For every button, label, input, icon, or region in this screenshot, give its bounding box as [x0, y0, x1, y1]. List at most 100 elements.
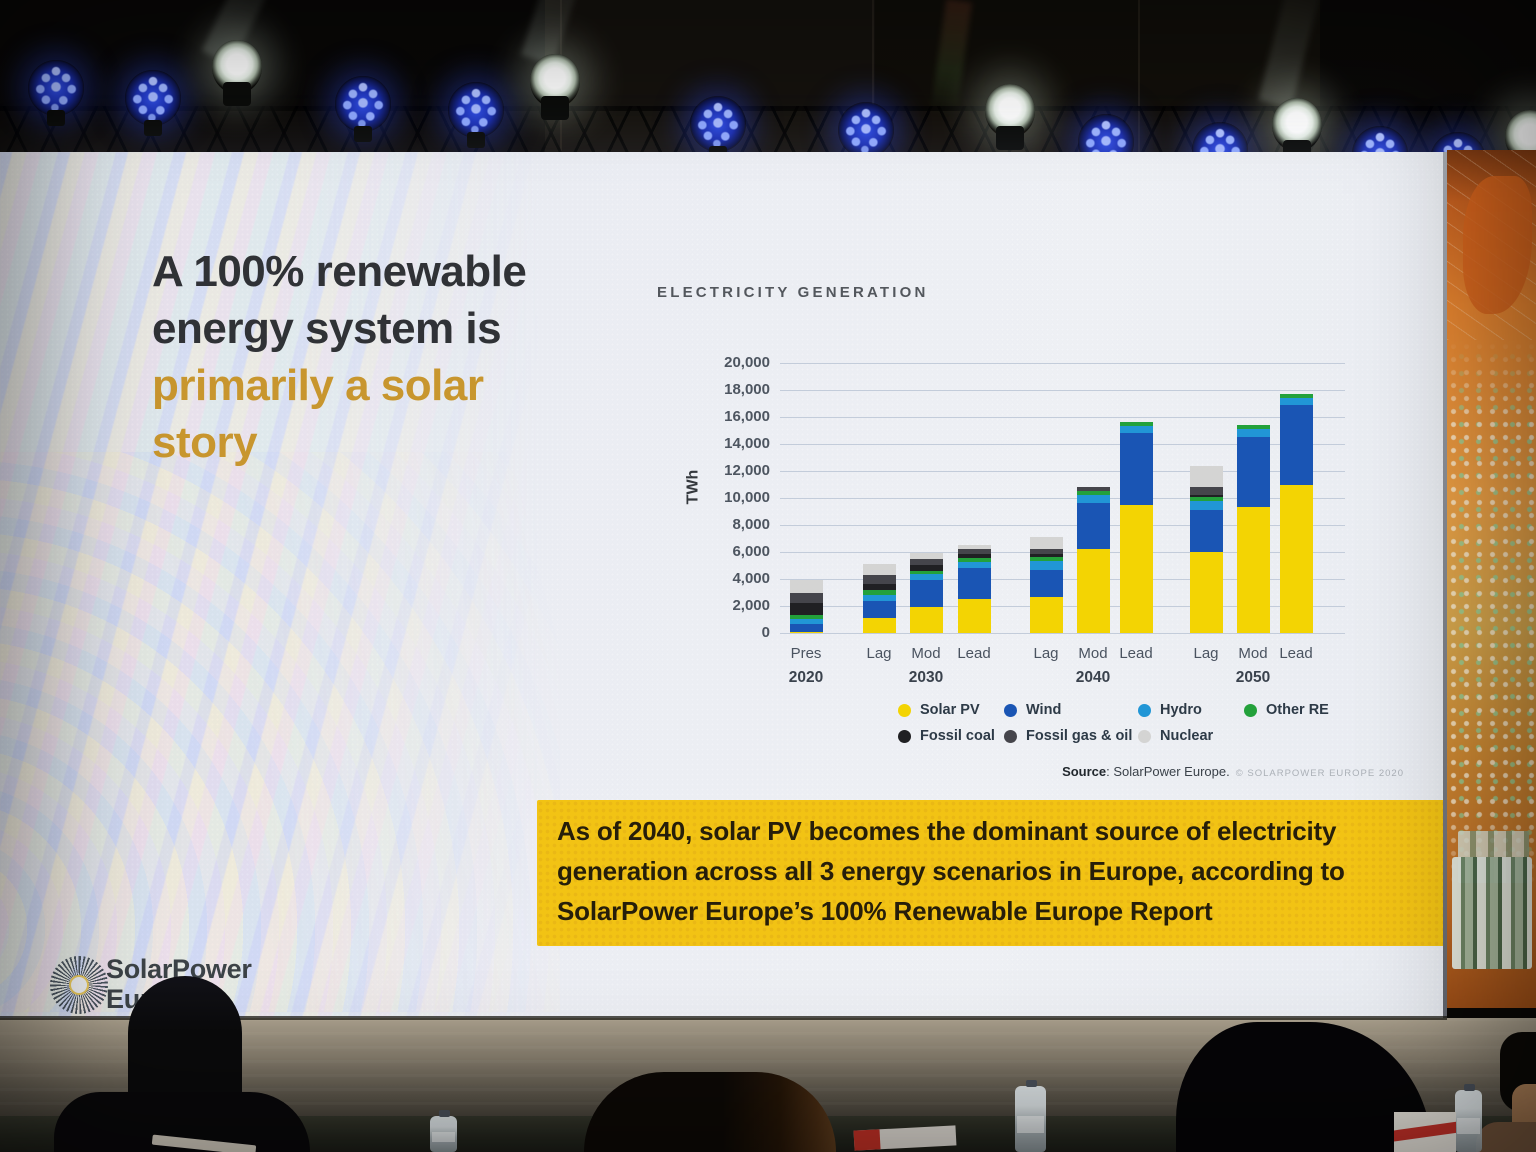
bar-segment-Solar PV	[1280, 484, 1313, 633]
bar-scenario-label: Lag	[866, 645, 892, 662]
bar-segment-Hydro	[1030, 561, 1063, 570]
ytick-label: 4,000	[732, 570, 770, 587]
ytick-label: 10,000	[724, 489, 770, 506]
bar-segment-Wind	[1030, 569, 1063, 597]
bar-segment-Wind	[910, 580, 943, 608]
slide-title-line: A 100% renewable	[152, 247, 527, 296]
bar-segment-Other RE	[1190, 497, 1223, 501]
legend-swatch-Solar PV	[898, 703, 911, 717]
stage-light-white	[212, 40, 262, 106]
bar-segment-Wind	[1280, 404, 1313, 485]
solarpower-sunburst-logo-icon	[50, 956, 108, 1014]
bar-segment-Wind	[1190, 510, 1223, 552]
bar-scenario-label: Pres	[790, 645, 822, 662]
source-label: Source	[1062, 764, 1107, 779]
bar-segment-Nuclear	[910, 553, 943, 559]
bar-scenario-label: Lead	[1279, 645, 1313, 662]
legend-item: Hydro	[1138, 700, 1202, 720]
stage-light-white	[985, 84, 1035, 150]
bar-segment-Fossil gas & oil	[910, 558, 943, 565]
stage-light-blue	[125, 70, 181, 136]
legend-item: Other RE	[1244, 700, 1329, 720]
bar-segment-Hydro	[1190, 500, 1223, 511]
bar-scenario-label: Lead	[957, 645, 991, 662]
bar-segment-Hydro	[958, 562, 991, 569]
legend-item: Fossil gas & oil	[1004, 726, 1132, 746]
bar-year-label: 2050	[1235, 669, 1271, 686]
bar-2030-Mod	[910, 363, 943, 633]
gridline	[780, 417, 1345, 418]
gridline	[780, 471, 1345, 472]
legend-item: Fossil coal	[898, 726, 995, 746]
presentation-screen: A 100% renewable energy system is primar…	[0, 152, 1447, 1030]
bar-segment-Wind	[958, 568, 991, 600]
copyright-text: © SOLARPOWER EUROPE 2020	[1235, 768, 1404, 779]
key-message-line: generation across all 3 energy scenarios…	[557, 856, 1345, 886]
chart-title: ELECTRICITY GENERATION	[657, 284, 929, 301]
screen-panel-seam	[1443, 152, 1447, 1030]
gridline	[780, 633, 1345, 634]
moire-pattern	[0, 452, 560, 1012]
bar-scenario-label: Mod	[1078, 645, 1108, 662]
legend-label: Fossil gas & oil	[1026, 728, 1133, 744]
source-note: Source: SolarPower Europe. © SOLARPOWER E…	[1062, 764, 1404, 779]
ytick-label: 2,000	[732, 597, 770, 614]
bar-segment-Fossil gas & oil	[863, 574, 896, 585]
water-bottle	[1455, 1084, 1482, 1152]
audience-silhouette-far-right-shoulder	[1476, 1122, 1536, 1152]
bar-segment-Solar PV	[958, 599, 991, 633]
bar-segment-Other RE	[1237, 425, 1270, 430]
bar-segment-Other RE	[958, 558, 991, 563]
bar-segment-Solar PV	[1190, 552, 1223, 633]
bar-segment-Fossil gas & oil	[1030, 549, 1063, 555]
bar-segment-Solar PV	[1077, 549, 1110, 633]
bar-segment-Solar PV	[1237, 507, 1270, 633]
legend-label: Nuclear	[1160, 728, 1214, 744]
chart-plot: 20,000 18,000 16,000 14,000 12,000 10,000 8,00…	[724, 354, 1345, 686]
bar-segment-Solar PV	[1120, 504, 1153, 633]
bar-segment-Other RE	[1280, 394, 1313, 399]
audience-silhouette-center-head	[584, 1072, 836, 1152]
gridline	[780, 390, 1345, 391]
bar-segment-Fossil coal	[1190, 495, 1223, 498]
ytick-label: 16,000	[724, 408, 770, 425]
legend-swatch-Fossil gas & oil	[1004, 729, 1017, 743]
source-text: : SolarPower Europe.	[1106, 764, 1230, 779]
bar-segment-Nuclear	[790, 580, 823, 593]
ytick-label: 0	[761, 624, 770, 641]
ytick-label: 12,000	[724, 462, 770, 479]
ytick-label: 8,000	[732, 516, 770, 533]
bar-segment-Fossil coal	[1030, 554, 1063, 558]
key-message-line: As of 2040, solar PV becomes the dominan…	[557, 816, 1337, 846]
slide-title-line: energy system is	[152, 304, 502, 353]
bar-segment-Wind	[1077, 503, 1110, 550]
bar-2040-Lead	[1120, 363, 1153, 633]
bar-segment-Other RE	[1077, 491, 1110, 496]
bar-segment-Fossil gas & oil	[958, 549, 991, 555]
stage-light-blue	[448, 82, 504, 148]
key-message-box: As of 2040, solar PV becomes the dominan…	[537, 800, 1445, 946]
ceiling-seam	[872, 0, 874, 160]
bar-2050-Lead	[1280, 363, 1313, 633]
stage-light-blue	[838, 102, 894, 168]
slide-title-highlight-line: primarily a solar	[152, 361, 484, 410]
stage-light-blue	[335, 76, 391, 142]
legend-swatch-Hydro	[1138, 703, 1151, 717]
bar-scenario-label: Lead	[1119, 645, 1153, 662]
bar-segment-Solar PV	[1030, 596, 1063, 633]
bar-segment-Other RE	[1120, 422, 1153, 427]
slide-title: A 100% renewable energy system is primar…	[152, 243, 527, 471]
bar-2050-Lag	[1190, 363, 1223, 633]
bar-segment-Wind	[790, 624, 823, 632]
stage-light-blue	[690, 96, 746, 162]
bar-segment-Other RE	[790, 615, 823, 619]
bar-2030-Lead	[958, 363, 991, 633]
bar-segment-Hydro	[1077, 495, 1110, 504]
bar-segment-Hydro	[790, 618, 823, 625]
side-screen-artwork	[1447, 150, 1536, 1012]
chart-legend: Solar PV Wind Hydro Other RE Fossil coal Foss…	[780, 700, 1380, 756]
legend-label: Fossil coal	[920, 728, 995, 744]
legend-swatch-Nuclear	[1138, 729, 1151, 743]
bar-segment-Other RE	[910, 570, 943, 575]
